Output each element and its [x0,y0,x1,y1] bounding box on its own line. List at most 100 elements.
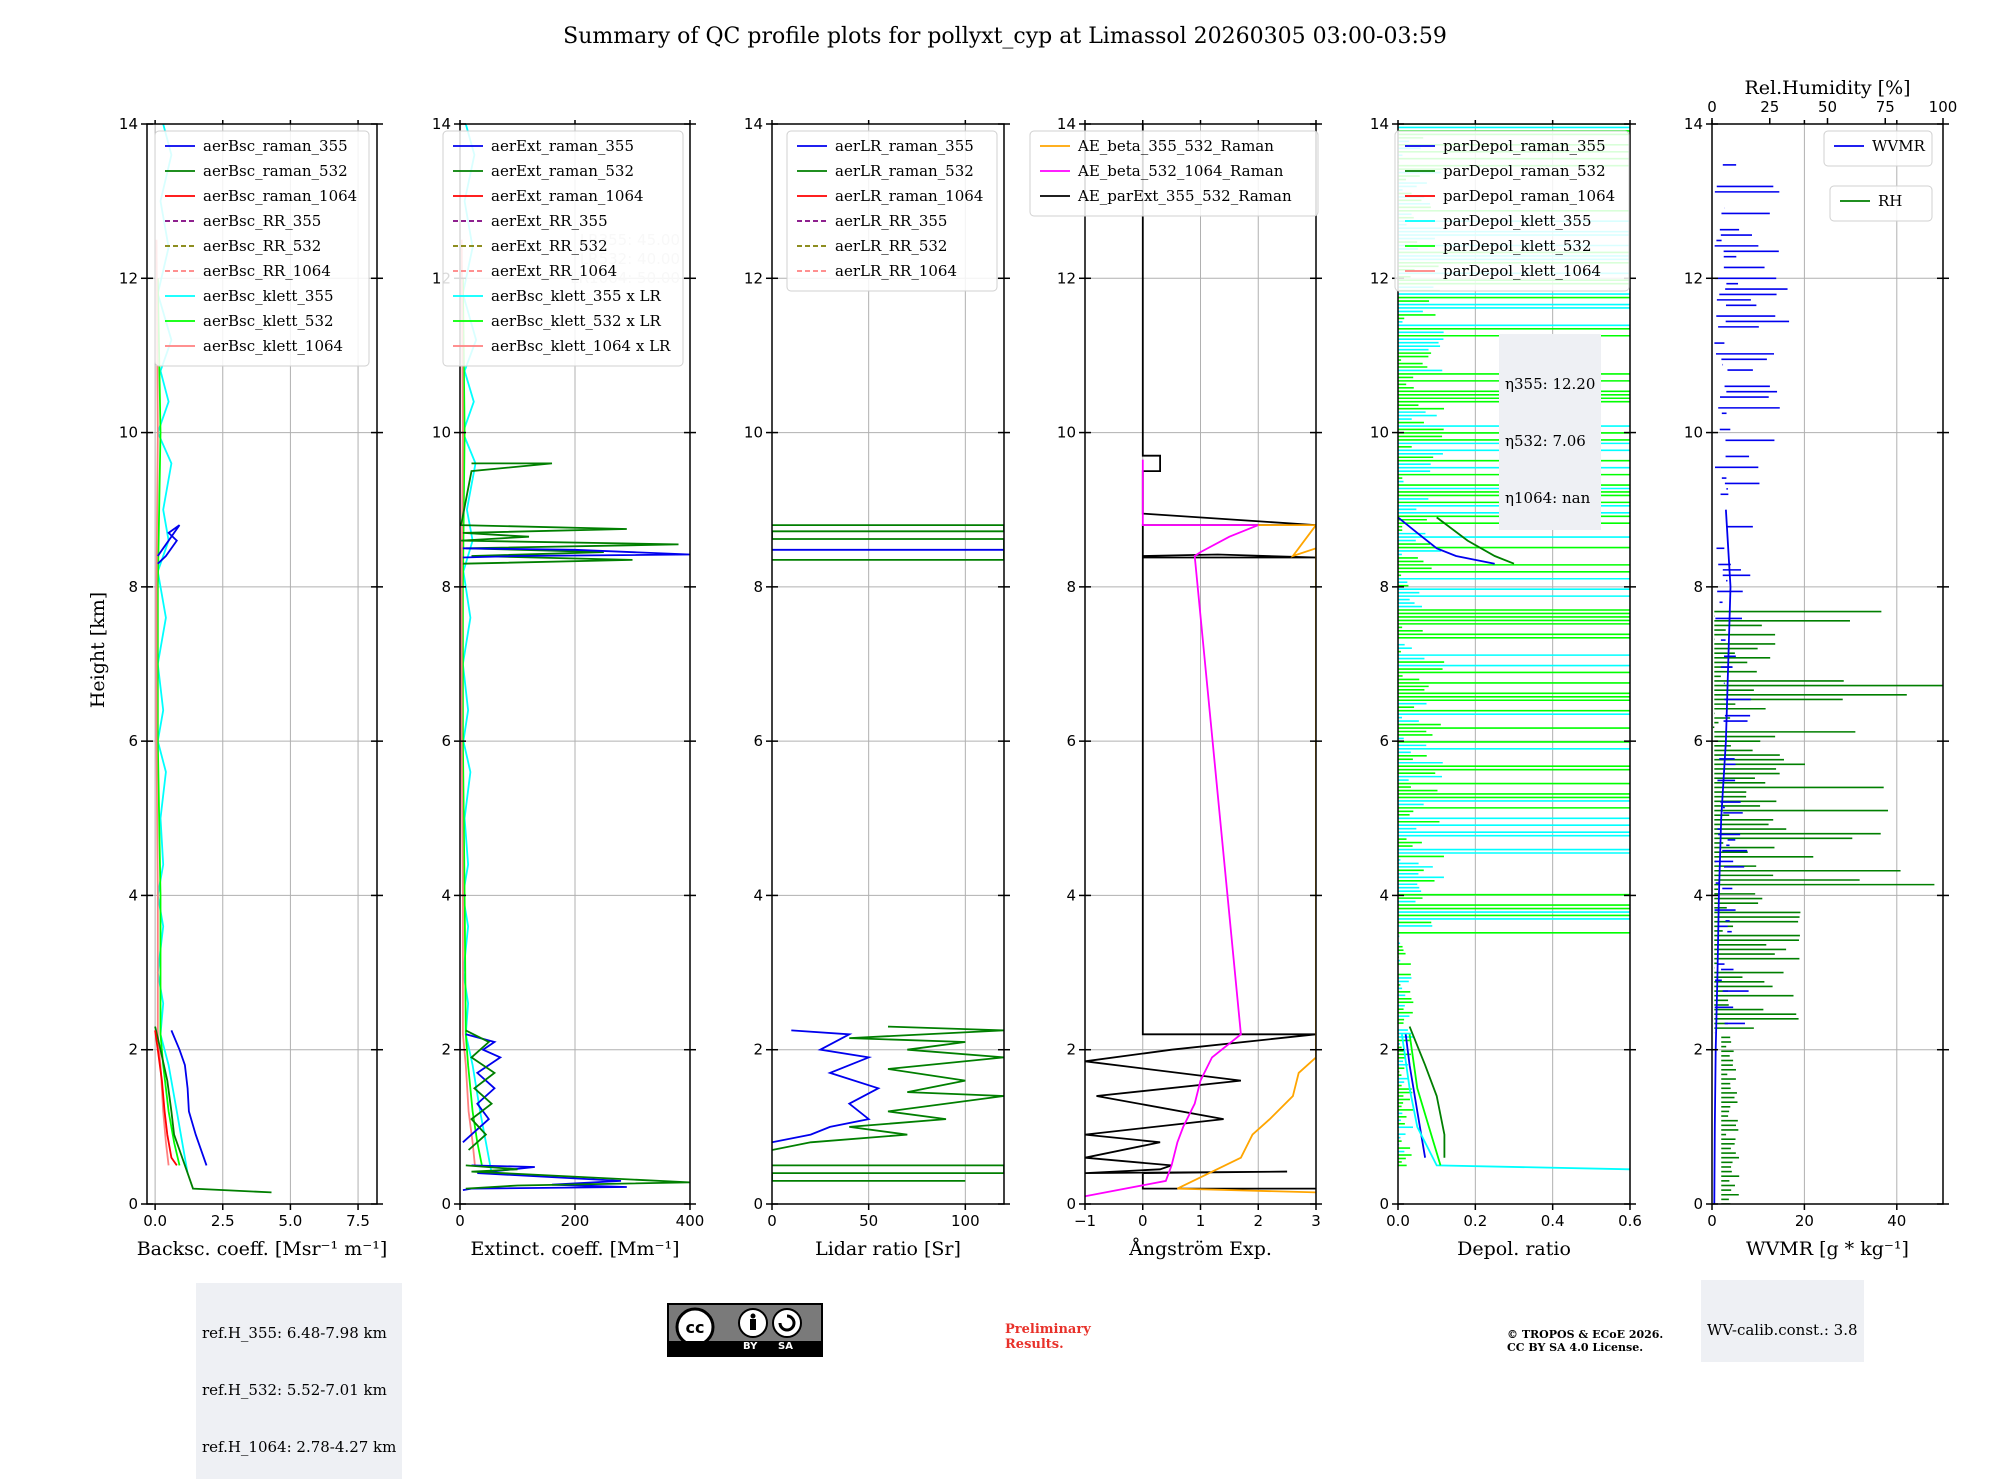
y-tick-label: 10 [1684,424,1703,442]
legend-entry: parDepol_klett_532 [1443,237,1592,255]
y-tick-label: 0 [1693,1195,1703,1213]
y-tick-label: 8 [128,578,138,596]
legend: aerExt_raman_355 aerExt_raman_532 aerExt_r… [442,130,684,367]
y-tick-label: 2 [1066,1041,1076,1059]
legend-entry: aerExt_raman_532 [491,162,634,180]
y-tick-label: 4 [128,886,138,904]
series-aerExt_raman_532_hi [460,462,679,565]
x-axis-label: WVMR [g * kg⁻¹] [1746,1238,1909,1260]
y-tick-label: 8 [1066,578,1076,596]
series-depol_raman_532_low [1408,1026,1446,1158]
series-lr355_low [772,1029,881,1144]
y-tick-label: 0 [753,1195,763,1213]
legend-entry: aerExt_raman_1064 [491,187,644,205]
legend-frame [1823,130,1933,167]
x-tick-label: 100 [951,1212,980,1230]
legend-entry: aerBsc_klett_1064 [203,337,343,355]
x-tick-label: 0.4 [1541,1212,1565,1230]
series-depol_raman_355_low [1404,1034,1426,1158]
legend-entry: aerBsc_klett_532 x LR [491,312,662,330]
series-depol_raman_355 [1398,516,1495,565]
rh-and-wvmr-traces [1712,164,1943,1204]
y-tick-label: 14 [1057,115,1076,133]
y-tick-label: 2 [1693,1041,1703,1059]
y-tick-label: 6 [753,732,763,750]
y-tick-label: 4 [1693,886,1703,904]
legend-entry: aerLR_RR_1064 [835,262,957,280]
series-depol_klett_355_low [1401,1034,1630,1171]
legend-entry: aerBsc_klett_355 [203,287,334,305]
x-tick-label: 0.0 [143,1212,167,1230]
y-tick-label: 4 [753,886,763,904]
legend-entry: aerBsc_RR_532 [203,237,321,255]
y-tick-label: 10 [432,424,451,442]
eta-355: η355: 12.20 [1505,375,1596,393]
x-tick-label: 0.2 [1463,1212,1487,1230]
legend-entry: aerExt_RR_532 [491,237,608,255]
y-tick-label: 14 [1684,115,1703,133]
x-tick-label: 200 [561,1212,590,1230]
y-tick-label: 8 [753,578,763,596]
y-tick-label: 2 [128,1041,138,1059]
x-tick-label: 1 [1196,1212,1206,1230]
axes-frame [1397,123,1631,1205]
legend-entry: aerLR_RR_355 [835,212,947,230]
legend-entry: aerBsc_raman_1064 [203,187,357,205]
legend-entry: aerBsc_klett_1064 x LR [491,337,671,355]
panel-bsc: 0.0 2.5 5.0 7.5 0 2 4 6 8 10 12 14 Backsc. coeff. [M… [119,115,387,1260]
series-wvmr_low [1713,509,1732,1204]
wv-calibration-box: WV-calib.const.: 3.8 [1701,1280,1864,1362]
legend: aerBsc_raman_355 aerBsc_raman_532 aerBsc_r… [154,130,370,367]
y-tick-label: 10 [1370,424,1389,442]
x-tick-label: 0 [1707,1212,1717,1230]
series-group [1398,516,1630,1171]
panel-depol: 0.0 0.2 0.4 0.6 0 2 4 6 8 10 12 14 Depol. ratio parDe… [1370,115,1642,1260]
y-tick-label: 2 [441,1041,451,1059]
legend-entry: AE_beta_355_532_Raman [1077,137,1274,155]
y-tick-label: 0 [1066,1195,1076,1213]
top-x-tick-label: 25 [1760,98,1779,116]
by-label: BY [743,1341,758,1352]
panel-lr: 0 50 100 0 2 4 6 8 10 12 14 Lidar ratio [Sr] aerLR_r… [744,115,1010,1260]
x-tick-label: 40 [1887,1212,1906,1230]
x-tick-label: 3 [1311,1212,1321,1230]
legend-frame [1829,185,1933,222]
ref-height-532: ref.H_532: 5.52-7.01 km [202,1381,387,1399]
y-tick-label: 8 [1693,578,1703,596]
cc-by-sa-license-badge: cc BY SA [667,1303,823,1357]
x-tick-label: 400 [676,1212,705,1230]
y-tick-label: 2 [753,1041,763,1059]
y-tick-label: 6 [128,732,138,750]
legend-entry: aerLR_raman_355 [835,137,974,155]
legend-entry: aerBsc_raman_355 [203,137,348,155]
ref-height-355: ref.H_355: 6.48-7.98 km [202,1324,387,1342]
y-tick-label: 12 [119,269,138,287]
sa-label: SA [778,1341,793,1352]
top-x-tick-label: 0 [1707,98,1717,116]
series-aerExt_raman_355_bot [462,1164,627,1191]
series-ae_355_532 [1177,524,1316,1194]
series-aerBsc_raman_355_low [170,1030,208,1166]
y-tick-label: 10 [744,424,763,442]
series-group [1713,509,1732,1204]
y-tick-label: 14 [432,115,451,133]
y-tick-label: 10 [119,424,138,442]
legend-entry: parDepol_klett_1064 [1443,262,1601,280]
axes-frame [1711,123,1944,1205]
ref-height-1064: ref.H_1064: 2.78-4.27 km [202,1438,397,1456]
x-axis-label: Lidar ratio [Sr] [815,1238,961,1260]
series-aerBsc_klett_1064 [155,239,170,1166]
legend-entry: aerBsc_RR_355 [203,212,321,230]
eta-box: η355: 12.20 η532: 7.06 η1064: nan [1499,334,1602,530]
x-tick-label: 0 [767,1212,777,1230]
y-tick-label: 6 [1379,732,1389,750]
series-lr532_bot [772,1164,1004,1182]
series-aerExt_raman_532_bot [465,1164,690,1190]
legend-entry: aerExt_raman_355 [491,137,634,155]
copyright-note: © TROPOS & ECoE 2026. CC BY SA 4.0 Licen… [1507,1328,1664,1354]
sa-icon [772,1308,802,1338]
legend-frame [442,130,684,367]
legend-entry: AE_beta_532_1064_Raman [1077,162,1284,180]
y-tick-label: 4 [441,886,451,904]
